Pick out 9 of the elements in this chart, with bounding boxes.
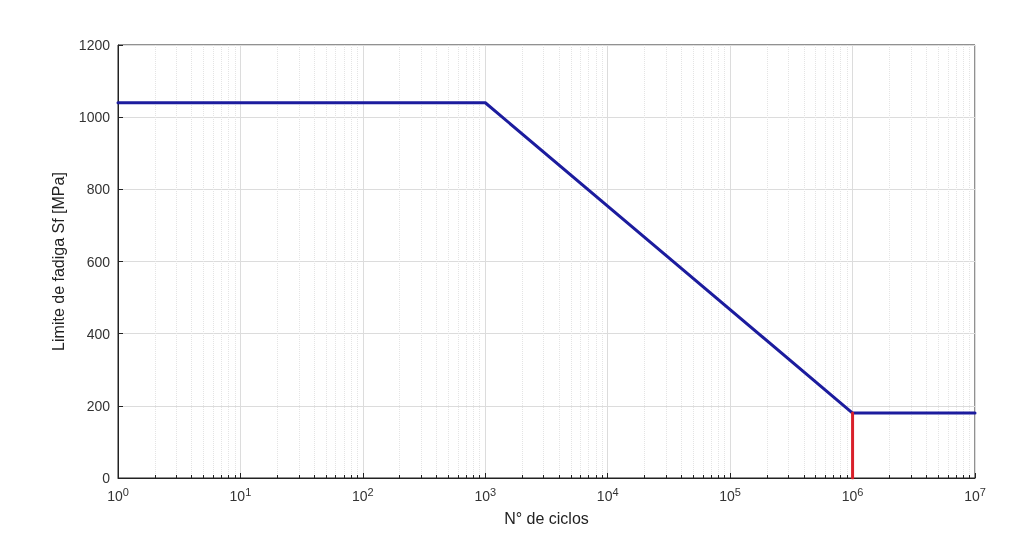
x-axis-title: N° de ciclos bbox=[504, 509, 589, 527]
y-tick-label: 0 bbox=[102, 470, 111, 486]
y-tick-label: 1200 bbox=[78, 37, 111, 53]
y-tick-label: 400 bbox=[86, 325, 111, 342]
y-tick-label: 600 bbox=[86, 253, 111, 270]
y-tick-label: 200 bbox=[86, 397, 111, 414]
y-axis-title: Limite de fadiga Sf [MPa] bbox=[49, 172, 67, 351]
y-tick-label: 1000 bbox=[78, 109, 111, 126]
y-tick-label: 800 bbox=[86, 181, 111, 198]
